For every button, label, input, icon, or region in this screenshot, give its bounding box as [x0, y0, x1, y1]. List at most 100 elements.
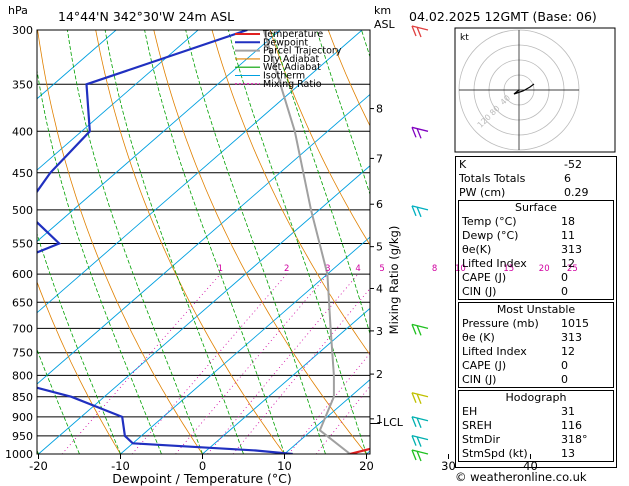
mixing-ratio-line	[232, 287, 370, 454]
row-label: Dewp (°C)	[462, 229, 519, 242]
mixing-ratio-line	[61, 273, 221, 454]
row-value: 18	[561, 215, 575, 228]
isotherm	[284, 379, 370, 454]
pressure-tick-label: 550	[12, 237, 33, 250]
table-row: StmDir 318°	[459, 433, 613, 447]
row-value: 0.29	[564, 186, 589, 199]
axis-ticks: 3003504004505005506006507007508008509009…	[5, 24, 538, 473]
km-tick-label: 3	[376, 325, 383, 338]
wind-barb	[411, 25, 429, 31]
table-row: CIN (J) 0	[459, 373, 613, 387]
row-label: Totals Totals	[459, 172, 526, 185]
pressure-tick-label: 800	[12, 369, 33, 382]
wind-barb-flag	[411, 449, 417, 461]
wind-barb	[411, 392, 429, 398]
wind-barb-flag	[411, 324, 417, 335]
legend-label: Mixing Ratio	[263, 79, 322, 90]
table-row: Dewp (°C) 11	[459, 229, 613, 243]
mixing-ratio-labels: 1 2 3 4 5 8 10 15 20 25	[218, 264, 578, 274]
wind-barb-flag	[411, 205, 417, 217]
dry-adiabat	[619, 30, 629, 454]
temperature-tick-label: 30	[441, 459, 456, 473]
row-value: 12	[561, 257, 575, 270]
wind-barb-flag	[416, 436, 422, 447]
pressure-tick-label: 500	[12, 204, 33, 217]
wind-barb	[411, 323, 429, 330]
dry-adiabat	[37, 30, 203, 454]
surface-section: Surface Temp (°C) 18 Dewp (°C) 11 θe(K) 313 Li…	[458, 200, 614, 300]
temperature-tick-label: 0	[199, 459, 206, 473]
row-label: StmDir	[462, 433, 501, 446]
wind-barb	[411, 205, 429, 211]
wet-adiabat	[104, 30, 244, 454]
plot-frame	[36, 29, 371, 455]
row-label: Lifted Index	[462, 257, 527, 270]
table-row: K -52	[456, 158, 616, 172]
row-label: Pressure (mb)	[462, 317, 539, 330]
wind-barb-flag	[411, 416, 417, 428]
row-value: 6	[564, 172, 571, 185]
x-axis-label: Dewpoint / Temperature (°C)	[112, 471, 291, 486]
row-label: SREH	[462, 419, 492, 432]
header-location: 14°44'N 342°30'W 24m ASL	[58, 9, 234, 24]
dry-adiabat	[211, 30, 370, 356]
row-value: 0	[561, 285, 568, 298]
profiles	[37, 30, 370, 454]
table-row: Lifted Index 12	[459, 345, 613, 359]
dry-adiabat	[153, 30, 367, 454]
row-label: Temp (°C)	[462, 215, 517, 228]
row-label: CAPE (J)	[462, 359, 507, 372]
mixing-ratio-tick-label: 3	[325, 264, 330, 274]
wet-adiabat	[185, 30, 326, 454]
dry-adiabat	[37, 280, 121, 454]
row-value: 318°	[561, 433, 588, 446]
row-value: 1015	[561, 317, 589, 330]
row-label: PW (cm)	[459, 186, 506, 199]
row-value: 116	[561, 419, 582, 432]
parcel-trajectory-line	[262, 30, 351, 454]
pressure-tick-label: 950	[12, 430, 33, 443]
wet-adiabat	[37, 232, 121, 454]
row-label: θe(K)	[462, 243, 492, 256]
pressure-tick-label: 650	[12, 296, 33, 309]
legend-label: Dry Adiabat	[263, 54, 320, 65]
row-label: θe (K)	[462, 331, 495, 344]
pressure-tick-label: 450	[12, 167, 33, 180]
background-lines	[37, 30, 629, 454]
most-unstable-section: Most Unstable Pressure (mb) 1015 θe (K) 313…	[458, 302, 614, 388]
wet-adiabat	[37, 67, 162, 454]
pressure-tick-label: 1000	[5, 448, 33, 461]
row-label: CIN (J)	[462, 373, 497, 386]
mixing-ratio-tick-label: 25	[567, 264, 578, 274]
table-row: Lifted Index 12	[459, 257, 613, 271]
mixing-ratio-tick-label: 20	[539, 264, 550, 274]
row-value: 12	[561, 345, 575, 358]
isotherm	[37, 30, 363, 314]
temperature-tick-label: -20	[29, 459, 48, 473]
row-label: CAPE (J)	[462, 271, 507, 284]
temperature-tick-label: 10	[277, 459, 292, 473]
table-row: PW (cm) 0.29	[456, 186, 616, 200]
wind-barb-flag	[416, 128, 422, 139]
wind-barb-flag	[411, 435, 417, 446]
asl-label: ASL	[374, 18, 396, 31]
mixing-ratio-tick-label: 1	[218, 264, 223, 274]
surface-title: Surface	[515, 201, 557, 214]
lcl-label: LCL	[383, 416, 404, 429]
wet-adiabat	[271, 30, 370, 336]
row-value: 11	[561, 229, 575, 242]
row-value: 13	[561, 447, 575, 460]
row-value: 0	[561, 271, 568, 284]
mixing-ratio-line	[288, 352, 370, 454]
wind-barb-flag	[416, 26, 422, 38]
isotherm	[37, 93, 370, 385]
wind-barb	[411, 416, 429, 422]
km-tick-label: 7	[376, 152, 383, 165]
row-value: 313	[561, 243, 582, 256]
table-row: StmSpd (kt) 13	[459, 447, 613, 461]
pressure-tick-label: 900	[12, 411, 33, 424]
km-tick-label: 4	[376, 282, 383, 295]
row-label: CIN (J)	[462, 285, 497, 298]
